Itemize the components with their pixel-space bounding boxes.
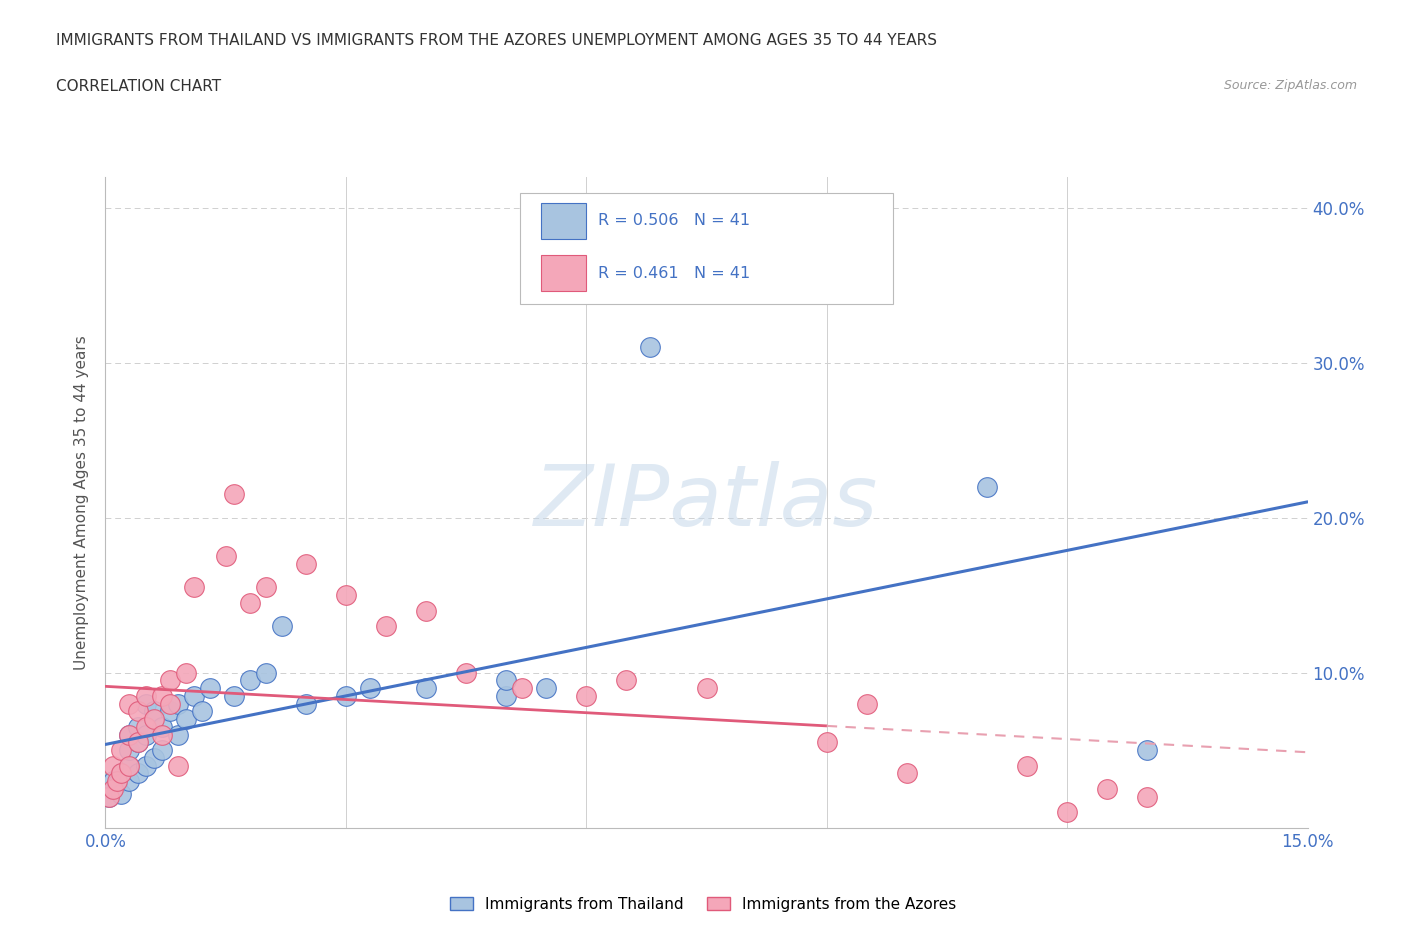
Point xyxy=(150,727,173,742)
Text: Source: ZipAtlas.com: Source: ZipAtlas.com xyxy=(1223,79,1357,92)
Point xyxy=(174,711,197,726)
Point xyxy=(127,704,149,719)
Point xyxy=(183,580,205,595)
Point xyxy=(183,688,205,703)
Point xyxy=(135,758,157,773)
Point xyxy=(815,735,838,750)
Point xyxy=(118,774,141,789)
Point xyxy=(103,758,125,773)
Point xyxy=(118,697,141,711)
Text: ZIPatlas: ZIPatlas xyxy=(534,460,879,544)
Point xyxy=(127,720,149,735)
Point xyxy=(270,618,292,633)
Point xyxy=(415,681,437,696)
Point xyxy=(127,766,149,781)
Text: CORRELATION CHART: CORRELATION CHART xyxy=(56,79,221,94)
Y-axis label: Unemployment Among Ages 35 to 44 years: Unemployment Among Ages 35 to 44 years xyxy=(75,335,90,670)
Point xyxy=(174,665,197,680)
Point xyxy=(118,758,141,773)
Point xyxy=(110,766,132,781)
Point xyxy=(254,665,277,680)
Point xyxy=(159,697,181,711)
Point xyxy=(415,604,437,618)
Point xyxy=(103,781,125,796)
Point xyxy=(696,681,718,696)
Point xyxy=(1017,758,1039,773)
Point xyxy=(166,727,188,742)
Point xyxy=(295,557,318,572)
Point xyxy=(976,479,998,494)
Point xyxy=(214,549,236,564)
Point xyxy=(575,688,598,703)
Text: R = 0.461   N = 41: R = 0.461 N = 41 xyxy=(599,266,751,281)
Bar xyxy=(541,255,586,291)
Point xyxy=(135,697,157,711)
Text: R = 0.506   N = 41: R = 0.506 N = 41 xyxy=(599,214,751,229)
Point xyxy=(118,727,141,742)
Point xyxy=(127,735,149,750)
Point xyxy=(166,758,188,773)
Point xyxy=(198,681,221,696)
Point xyxy=(98,790,121,804)
Legend: Immigrants from Thailand, Immigrants from the Azores: Immigrants from Thailand, Immigrants fro… xyxy=(444,890,962,918)
Point xyxy=(135,727,157,742)
Point xyxy=(98,790,121,804)
Point xyxy=(103,774,125,789)
Point xyxy=(534,681,557,696)
Point xyxy=(239,673,262,688)
Point xyxy=(335,588,357,603)
Point xyxy=(135,720,157,735)
Point xyxy=(118,743,141,758)
Point xyxy=(150,720,173,735)
Point xyxy=(142,711,165,726)
Point xyxy=(150,743,173,758)
Point xyxy=(190,704,212,719)
Point xyxy=(118,727,141,742)
Point xyxy=(454,665,477,680)
Point xyxy=(222,688,245,703)
Point xyxy=(239,595,262,610)
Point xyxy=(107,777,129,791)
Point xyxy=(1136,743,1159,758)
Point xyxy=(159,673,181,688)
Point xyxy=(103,781,125,796)
FancyBboxPatch shape xyxy=(520,193,893,304)
Point xyxy=(142,704,165,719)
Point xyxy=(254,580,277,595)
Point xyxy=(510,681,533,696)
Point xyxy=(495,688,517,703)
Point xyxy=(107,774,129,789)
Point xyxy=(110,766,132,781)
Point xyxy=(495,673,517,688)
Point xyxy=(896,766,918,781)
Point xyxy=(855,697,877,711)
Point xyxy=(110,786,132,801)
Point xyxy=(110,743,132,758)
Bar xyxy=(541,203,586,239)
Point xyxy=(359,681,381,696)
Text: IMMIGRANTS FROM THAILAND VS IMMIGRANTS FROM THE AZORES UNEMPLOYMENT AMONG AGES 3: IMMIGRANTS FROM THAILAND VS IMMIGRANTS F… xyxy=(56,33,938,47)
Point xyxy=(135,688,157,703)
Point xyxy=(159,704,181,719)
Point xyxy=(166,697,188,711)
Point xyxy=(335,688,357,703)
Point xyxy=(127,735,149,750)
Point xyxy=(118,758,141,773)
Point xyxy=(142,751,165,765)
Point xyxy=(1056,804,1078,819)
Point xyxy=(374,618,398,633)
Point xyxy=(616,673,638,688)
Point xyxy=(640,339,662,354)
Point xyxy=(295,697,318,711)
Point xyxy=(1097,781,1119,796)
Point xyxy=(222,487,245,502)
Point xyxy=(1136,790,1159,804)
Point xyxy=(150,688,173,703)
